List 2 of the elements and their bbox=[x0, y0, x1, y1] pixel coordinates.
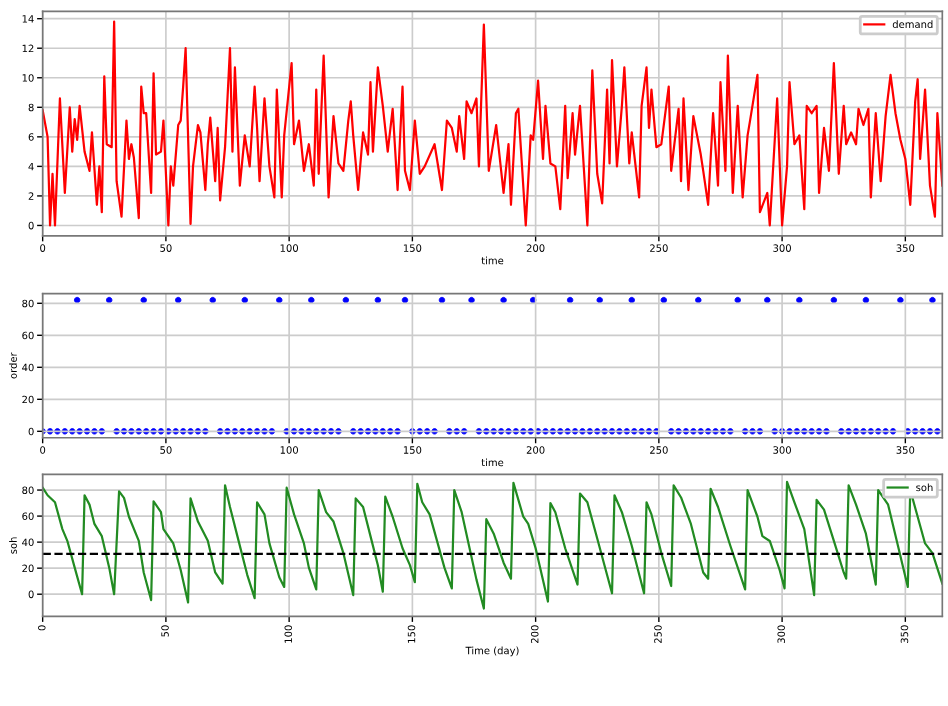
line-series bbox=[42, 478, 943, 610]
line-series bbox=[42, 20, 943, 227]
